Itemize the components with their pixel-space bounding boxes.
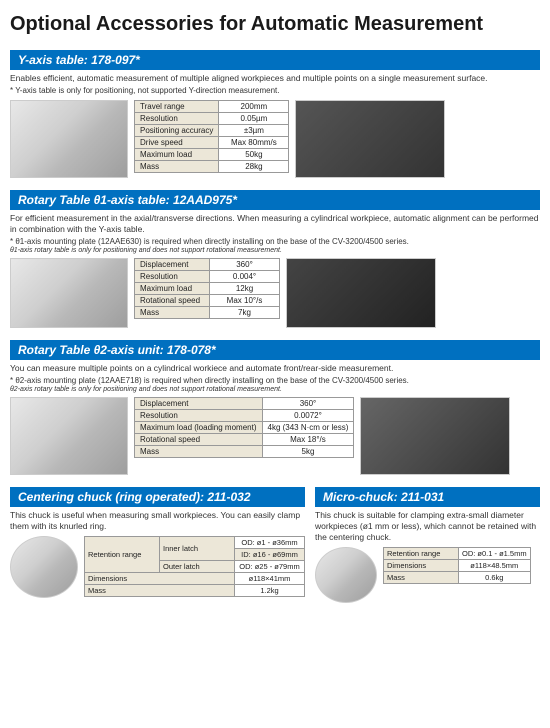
- desc-centering: This chuck is useful when measuring smal…: [10, 510, 305, 532]
- note-yaxis: * Y-axis table is only for positioning, …: [10, 86, 540, 96]
- table-theta2: Displacement360° Resolution0.0072° Maxim…: [134, 397, 354, 458]
- image-centering: [10, 536, 78, 598]
- header-micro: Micro-chuck: 211-031: [315, 487, 540, 507]
- footnote-theta1: θ1-axis rotary table is only for positio…: [10, 247, 540, 254]
- image-theta2-left: [10, 397, 128, 475]
- page-title: Optional Accessories for Automatic Measu…: [10, 12, 540, 36]
- table-micro: Retention rangeOD: ø0.1 - ø1.5mm Dimensi…: [383, 547, 531, 584]
- table-yaxis: Travel range200mm Resolution0.05µm Posit…: [134, 100, 289, 173]
- note-theta1: * θ1-axis mounting plate (12AAE630) is r…: [10, 237, 540, 247]
- image-theta1-left: [10, 258, 128, 328]
- section-micro-chuck: Micro-chuck: 211-031 This chuck is suita…: [315, 487, 540, 603]
- header-theta1: Rotary Table θ1-axis table: 12AAD975*: [10, 190, 540, 210]
- table-theta1: Displacement360° Resolution0.004° Maximu…: [134, 258, 280, 319]
- image-theta1-right: [286, 258, 436, 328]
- section-centering-chuck: Centering chuck (ring operated): 211-032…: [10, 487, 305, 603]
- image-yaxis-right: [295, 100, 445, 178]
- header-yaxis: Y-axis table: 178-097*: [10, 50, 540, 70]
- desc-micro: This chuck is suitable for clamping extr…: [315, 510, 540, 543]
- desc-yaxis: Enables efficient, automatic measurement…: [10, 73, 540, 84]
- header-theta2: Rotary Table θ2-axis unit: 178-078*: [10, 340, 540, 360]
- footnote-theta2: θ2-axis rotary table is only for positio…: [10, 386, 540, 393]
- table-centering: Retention rangeInner latchOD: ø1 - ø36mm…: [84, 536, 305, 597]
- section-theta2: Rotary Table θ2-axis unit: 178-078* You …: [10, 340, 540, 475]
- desc-theta2: You can measure multiple points on a cyl…: [10, 363, 540, 374]
- section-yaxis: Y-axis table: 178-097* Enables efficient…: [10, 50, 540, 178]
- section-theta1: Rotary Table θ1-axis table: 12AAD975* Fo…: [10, 190, 540, 328]
- image-theta2-right: [360, 397, 510, 475]
- note-theta2: * θ2-axis mounting plate (12AAE718) is r…: [10, 376, 540, 386]
- image-micro: [315, 547, 377, 603]
- desc-theta1: For efficient measurement in the axial/t…: [10, 213, 540, 235]
- image-yaxis-left: [10, 100, 128, 178]
- header-centering: Centering chuck (ring operated): 211-032: [10, 487, 305, 507]
